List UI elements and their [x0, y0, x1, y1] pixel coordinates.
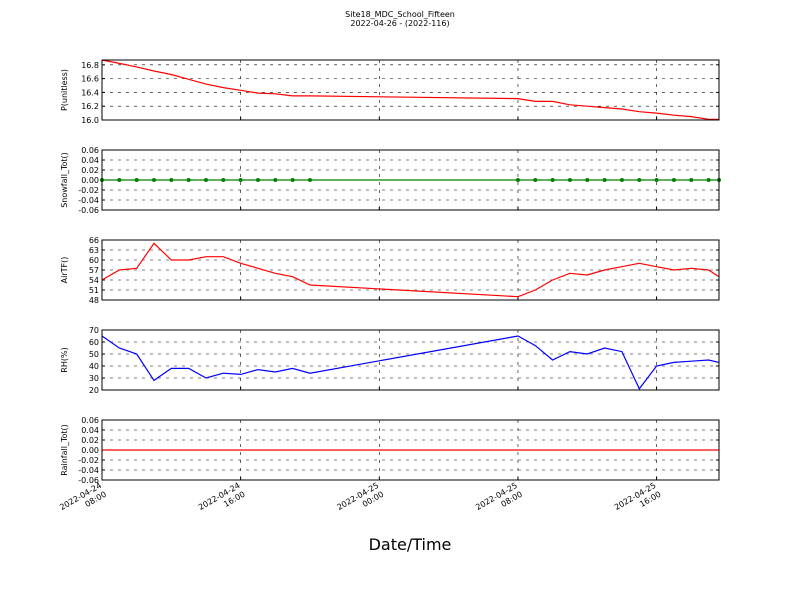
y-tick-label: -0.06	[78, 206, 99, 215]
x-axis-label: Date/Time	[369, 535, 452, 554]
marker	[151, 178, 156, 182]
y-tick-label: 66	[89, 236, 99, 245]
plot-frame	[101, 59, 720, 121]
y-tick-label: 0.00	[81, 176, 99, 185]
y-tick-label: 16.2	[81, 102, 99, 111]
marker	[515, 178, 520, 182]
plot-frame	[101, 419, 720, 481]
y-tick-label: 16.0	[81, 116, 99, 125]
plot-frame	[101, 149, 720, 211]
y-axis-label: Rainfall_Tot()	[60, 424, 69, 476]
y-tick-label: -0.02	[78, 186, 99, 195]
y-axis-label: P(unitless)	[60, 69, 69, 111]
y-tick-label: 0.02	[81, 436, 99, 445]
y-tick-label: 60	[89, 256, 99, 265]
y-tick-label: 57	[89, 266, 99, 275]
line-series	[101, 335, 720, 390]
y-tick-label: 0.06	[81, 146, 99, 155]
chart-title: Site18_MDC_School_Fifteen	[345, 10, 455, 19]
y-tick-label: 0.00	[81, 446, 99, 455]
line-series	[101, 59, 719, 120]
y-tick-label: 0.04	[81, 156, 99, 165]
y-tick-label: 51	[89, 286, 99, 295]
plot-frame	[101, 239, 720, 301]
x-tick-label: 2022-04-2500:00	[336, 481, 386, 521]
y-axis-label: AirTF()	[60, 257, 69, 284]
y-axis-label: Snowfall_Tot()	[60, 152, 69, 208]
y-tick-label: 16.8	[81, 61, 99, 70]
marker	[706, 178, 711, 182]
marker	[221, 178, 226, 182]
y-tick-label: -0.02	[78, 456, 99, 465]
x-tick-label: 2022-04-2416:00	[197, 481, 247, 521]
line-series	[101, 242, 720, 298]
y-tick-label: 16.4	[81, 88, 99, 97]
y-tick-label: -0.04	[78, 466, 99, 475]
marker	[134, 178, 139, 182]
y-tick-label: -0.06	[78, 476, 99, 485]
y-tick-label: 48	[89, 296, 99, 305]
y-tick-label: 60	[89, 338, 99, 347]
x-tick-label: 2022-04-2508:00	[474, 481, 524, 521]
plot-frame	[101, 329, 720, 391]
y-tick-label: 54	[89, 276, 99, 285]
x-tick-label: 2022-04-2408:00	[58, 481, 108, 521]
marker	[203, 178, 208, 182]
y-tick-label: 0.06	[81, 416, 99, 425]
marker	[169, 178, 174, 182]
chart-subtitle: 2022-04-26 - (2022-116)	[350, 19, 449, 28]
y-tick-label: -0.04	[78, 196, 99, 205]
marker	[273, 178, 278, 182]
marker	[689, 178, 694, 182]
marker	[186, 178, 191, 182]
y-tick-label: 30	[89, 374, 99, 383]
marker	[117, 178, 122, 182]
y-axis-label: RH(%)	[60, 347, 69, 372]
y-tick-label: 0.04	[81, 426, 99, 435]
marker	[307, 178, 312, 182]
marker	[585, 178, 590, 182]
marker	[567, 178, 572, 182]
x-tick-label: 2022-04-2516:00	[613, 481, 663, 521]
y-tick-label: 0.02	[81, 166, 99, 175]
marker	[290, 178, 295, 182]
y-tick-label: 50	[89, 350, 99, 359]
marker	[238, 178, 243, 182]
y-tick-label: 40	[89, 362, 99, 371]
y-tick-label: 16.6	[81, 75, 99, 84]
marker	[637, 178, 642, 182]
marker	[602, 178, 607, 182]
marker	[671, 178, 676, 182]
y-tick-label: 63	[89, 246, 99, 255]
y-tick-label: 20	[89, 386, 99, 395]
marker	[619, 178, 624, 182]
marker	[654, 178, 659, 182]
y-tick-label: 70	[89, 326, 99, 335]
marker	[255, 178, 260, 182]
marker	[533, 178, 538, 182]
marker	[550, 178, 555, 182]
